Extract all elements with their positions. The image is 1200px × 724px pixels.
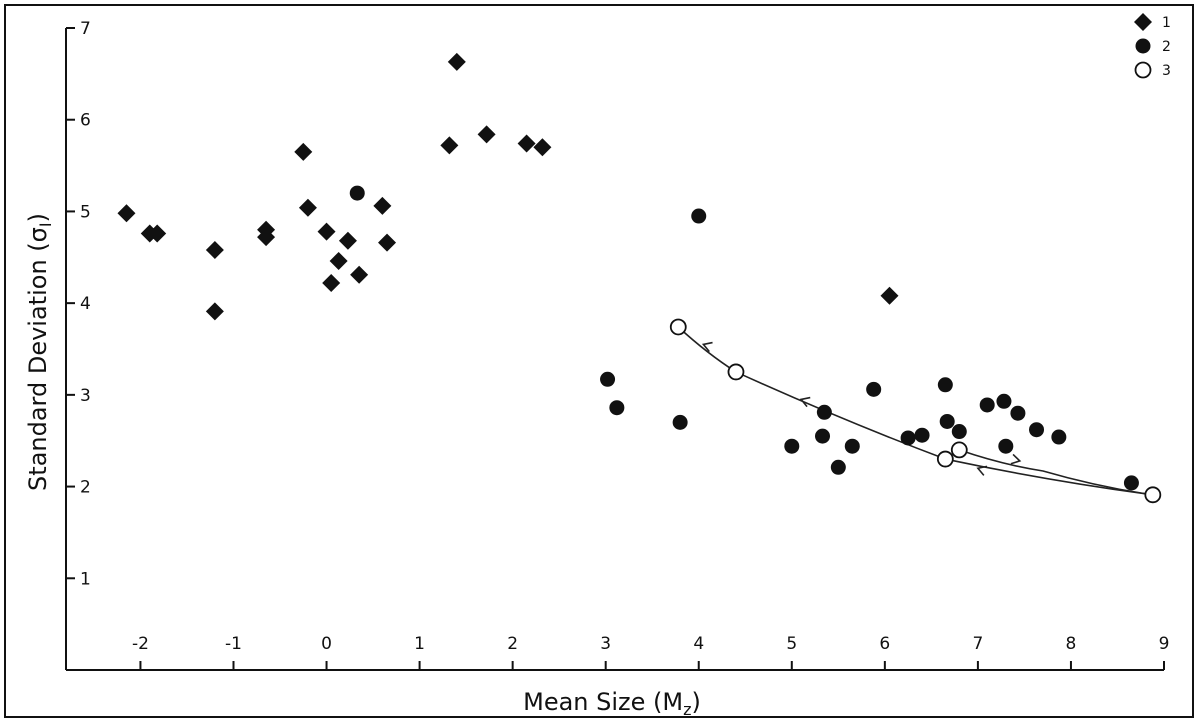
legend-label-2: 2 (1162, 39, 1171, 55)
point-series-2 (815, 428, 831, 444)
point-series-2 (609, 400, 625, 416)
point-series-3 (1144, 486, 1162, 504)
legend-marker-1 (1134, 13, 1152, 31)
legend-marker-2 (1135, 38, 1151, 54)
point-series-1 (205, 302, 224, 321)
point-series-2 (939, 413, 955, 429)
y-tick-label: 2 (80, 478, 91, 498)
trend-lines (677, 326, 1153, 496)
point-series-1 (517, 134, 536, 153)
point-series-3 (950, 441, 968, 459)
point-series-3 (936, 450, 954, 468)
point-series-1 (329, 251, 348, 270)
point-series-2 (996, 393, 1012, 409)
point-series-2 (866, 381, 882, 397)
y-tick-label: 5 (80, 202, 91, 222)
point-series-1 (440, 136, 459, 155)
x-tick-label: 2 (507, 634, 518, 654)
point-series-2 (1123, 475, 1139, 491)
point-series-1 (294, 142, 313, 161)
point-series-2 (349, 185, 365, 201)
y-tick-label: 6 (80, 111, 91, 131)
point-series-2 (844, 438, 860, 454)
axes: -2 -1 0 1 2 3 4 5 6 7 8 9 1 2 3 4 5 6 7 (65, 19, 1170, 671)
point-series-2 (816, 404, 832, 420)
point-series-2 (1010, 405, 1026, 421)
point-series-1 (880, 286, 899, 305)
point-series-1 (322, 273, 341, 292)
point-series-1 (298, 198, 317, 217)
point-series-2 (672, 414, 688, 430)
trend-line (677, 326, 1153, 496)
legend-marker-3 (1134, 61, 1152, 79)
x-tick-label: 3 (600, 634, 611, 654)
point-series-1 (148, 224, 167, 243)
y-tick-label: 1 (80, 569, 91, 589)
point-series-3 (727, 363, 745, 381)
legend-label-3: 3 (1162, 63, 1171, 79)
y-tick-label: 3 (80, 386, 91, 406)
y-axis-title: Standard Deviation (σI) (24, 213, 55, 491)
point-series-2 (998, 438, 1014, 454)
data-points (117, 52, 1162, 504)
trend-arrow (976, 465, 988, 476)
point-series-2 (900, 430, 916, 446)
point-series-2 (830, 459, 846, 475)
point-series-2 (951, 424, 967, 440)
x-tick-label: 9 (1159, 634, 1170, 654)
point-series-2 (784, 438, 800, 454)
point-series-1 (373, 196, 392, 215)
point-series-1 (338, 231, 357, 250)
x-tick-label: 7 (972, 634, 983, 654)
point-series-2 (1029, 422, 1045, 438)
x-tick-label: -2 (132, 634, 149, 654)
point-series-1 (477, 125, 496, 144)
point-series-2 (979, 397, 995, 413)
trend-arrow (1010, 453, 1022, 465)
x-tick-label: 0 (321, 634, 332, 654)
x-tick-label: 1 (414, 634, 425, 654)
point-series-1 (533, 138, 552, 157)
chart-frame (4, 4, 1194, 718)
point-series-1 (447, 52, 466, 71)
point-series-1 (117, 204, 136, 223)
x-tick-label: -1 (225, 634, 242, 654)
legend: 1 2 3 (1134, 13, 1171, 79)
point-series-2 (1051, 429, 1067, 445)
y-tick-label: 7 (80, 19, 91, 39)
point-series-1 (317, 222, 336, 241)
y-tick-label: 4 (80, 294, 91, 314)
point-series-3 (669, 318, 687, 336)
point-series-2 (691, 208, 707, 224)
x-tick-label: 6 (879, 634, 890, 654)
point-series-1 (257, 228, 276, 247)
trend-line (959, 449, 1153, 496)
x-tick-label: 8 (1066, 634, 1077, 654)
point-series-2 (937, 377, 953, 393)
trend-arrow (799, 396, 811, 408)
x-axis-title: Mean Size (Mz) (523, 688, 701, 719)
x-tick-label: 5 (786, 634, 797, 654)
point-series-1 (378, 233, 397, 252)
trend-arrow (701, 341, 713, 353)
point-series-2 (914, 427, 930, 443)
point-series-1 (205, 240, 224, 259)
x-tick-label: 4 (693, 634, 704, 654)
legend-label-1: 1 (1162, 15, 1171, 31)
point-series-1 (350, 265, 369, 284)
point-series-2 (600, 371, 616, 387)
